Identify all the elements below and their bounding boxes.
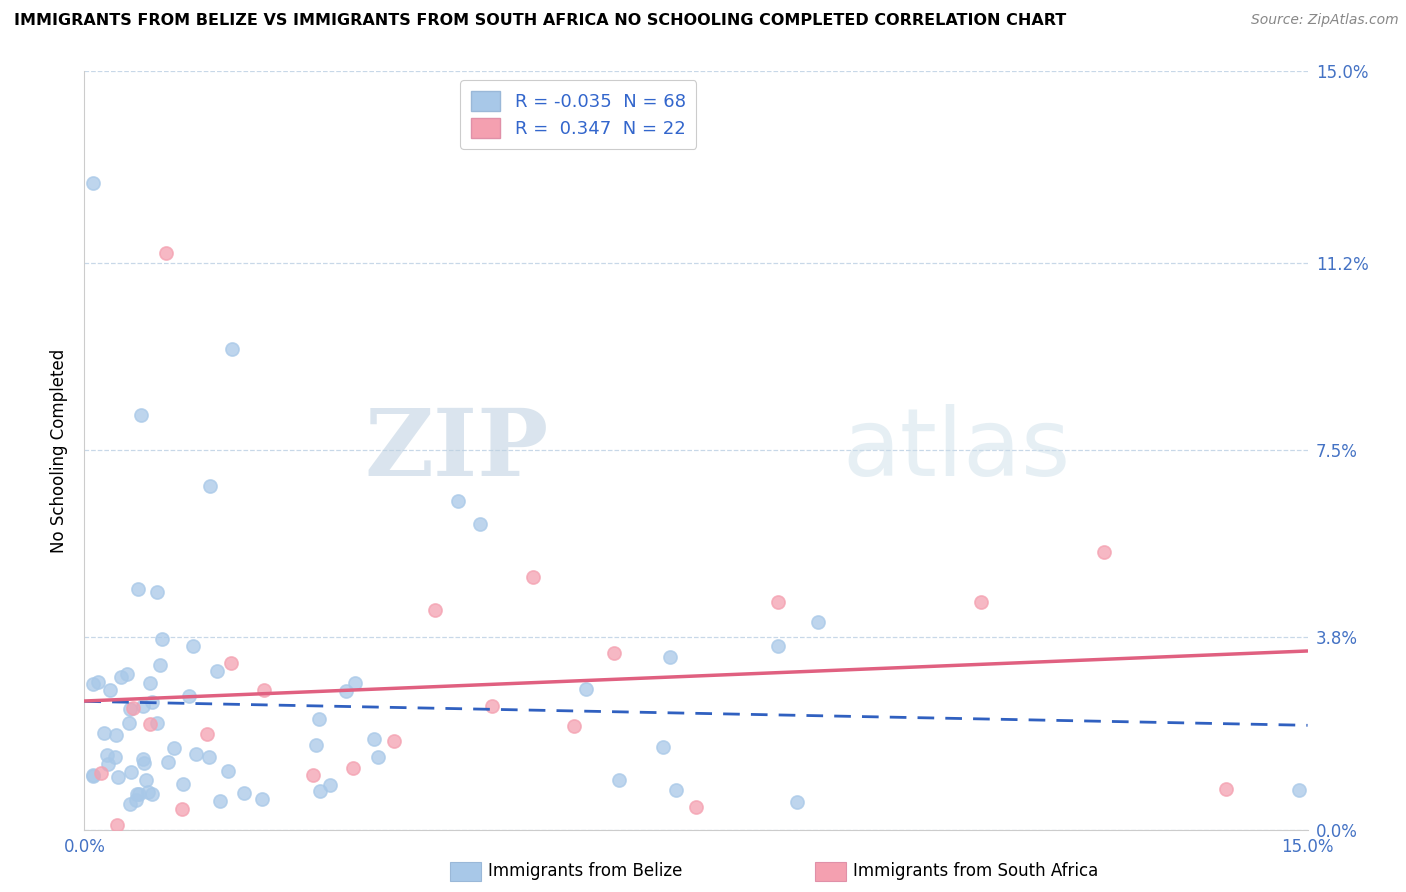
Point bbox=[209, 794, 232, 808]
Point bbox=[132, 698, 155, 713]
Y-axis label: No Schooling Completed: No Schooling Completed bbox=[49, 349, 67, 552]
Point bbox=[115, 666, 138, 681]
Point bbox=[205, 664, 228, 678]
Point bbox=[232, 786, 254, 800]
Point bbox=[172, 777, 194, 791]
Point bbox=[301, 768, 323, 782]
Point bbox=[134, 756, 156, 770]
Point bbox=[562, 719, 585, 733]
Point bbox=[367, 750, 389, 764]
Point bbox=[146, 715, 169, 730]
Point bbox=[253, 682, 276, 697]
Point bbox=[305, 738, 328, 752]
Point bbox=[308, 783, 330, 797]
Point bbox=[104, 750, 127, 764]
Point bbox=[195, 727, 218, 741]
Point bbox=[197, 750, 219, 764]
Point bbox=[766, 595, 789, 609]
Legend: R = -0.035  N = 68, R =  0.347  N = 22: R = -0.035 N = 68, R = 0.347 N = 22 bbox=[460, 80, 696, 149]
Point bbox=[308, 712, 330, 726]
Point bbox=[423, 603, 446, 617]
Point bbox=[87, 675, 110, 690]
Point bbox=[184, 747, 207, 761]
Point bbox=[98, 683, 121, 698]
Point bbox=[125, 787, 148, 801]
Point bbox=[146, 585, 169, 599]
Point bbox=[219, 656, 242, 670]
Point bbox=[172, 802, 194, 816]
Point bbox=[136, 785, 159, 799]
Text: ZIP: ZIP bbox=[366, 406, 550, 495]
Point bbox=[318, 778, 340, 792]
Point bbox=[122, 701, 145, 715]
Point bbox=[127, 582, 149, 596]
Point bbox=[685, 799, 707, 814]
Point bbox=[125, 793, 148, 807]
Point bbox=[658, 649, 681, 664]
Point bbox=[163, 741, 186, 756]
Point bbox=[90, 766, 112, 780]
Point bbox=[120, 765, 142, 780]
Point bbox=[118, 797, 141, 811]
Point bbox=[1215, 782, 1237, 797]
Point bbox=[652, 739, 675, 754]
Point bbox=[110, 670, 132, 684]
Point bbox=[93, 726, 115, 740]
Point bbox=[156, 755, 179, 769]
Point bbox=[97, 756, 120, 771]
Point bbox=[252, 792, 274, 806]
Point bbox=[382, 734, 405, 748]
Point bbox=[807, 615, 830, 630]
Point bbox=[363, 732, 385, 747]
Point bbox=[105, 817, 128, 831]
Point bbox=[607, 772, 630, 787]
Point bbox=[343, 676, 366, 690]
Point bbox=[217, 764, 239, 778]
Point bbox=[179, 689, 201, 703]
Point bbox=[335, 684, 357, 698]
Point bbox=[766, 639, 789, 653]
Point bbox=[468, 517, 491, 532]
Text: Source: ZipAtlas.com: Source: ZipAtlas.com bbox=[1251, 13, 1399, 28]
Point bbox=[82, 176, 104, 190]
Text: IMMIGRANTS FROM BELIZE VS IMMIGRANTS FROM SOUTH AFRICA NO SCHOOLING COMPLETED CO: IMMIGRANTS FROM BELIZE VS IMMIGRANTS FRO… bbox=[14, 13, 1066, 29]
Point bbox=[198, 479, 221, 493]
Point bbox=[82, 767, 104, 781]
Text: Immigrants from Belize: Immigrants from Belize bbox=[488, 863, 682, 880]
Point bbox=[221, 343, 243, 357]
Point bbox=[1092, 544, 1115, 558]
Point bbox=[342, 761, 364, 775]
Point bbox=[603, 646, 626, 660]
Point bbox=[96, 748, 118, 763]
Point bbox=[139, 676, 162, 690]
Point bbox=[128, 787, 150, 801]
Point bbox=[107, 770, 129, 784]
Point bbox=[522, 570, 544, 584]
Point bbox=[82, 769, 104, 783]
Point bbox=[149, 657, 172, 672]
Point bbox=[104, 728, 127, 742]
Point bbox=[970, 595, 993, 609]
Text: atlas: atlas bbox=[842, 404, 1071, 497]
Point bbox=[786, 795, 808, 809]
Point bbox=[118, 715, 141, 730]
Point bbox=[447, 494, 470, 508]
Point bbox=[141, 695, 163, 709]
Point bbox=[481, 699, 503, 714]
Point bbox=[141, 787, 163, 801]
Text: Immigrants from South Africa: Immigrants from South Africa bbox=[853, 863, 1098, 880]
Point bbox=[155, 246, 177, 260]
Point bbox=[129, 408, 152, 422]
Point bbox=[150, 632, 173, 646]
Point bbox=[181, 639, 204, 653]
Point bbox=[118, 701, 141, 715]
Point bbox=[132, 752, 155, 766]
Point bbox=[138, 716, 160, 731]
Point bbox=[1288, 783, 1310, 797]
Point bbox=[574, 681, 596, 696]
Point bbox=[82, 676, 104, 690]
Point bbox=[135, 772, 157, 787]
Point bbox=[665, 783, 688, 797]
